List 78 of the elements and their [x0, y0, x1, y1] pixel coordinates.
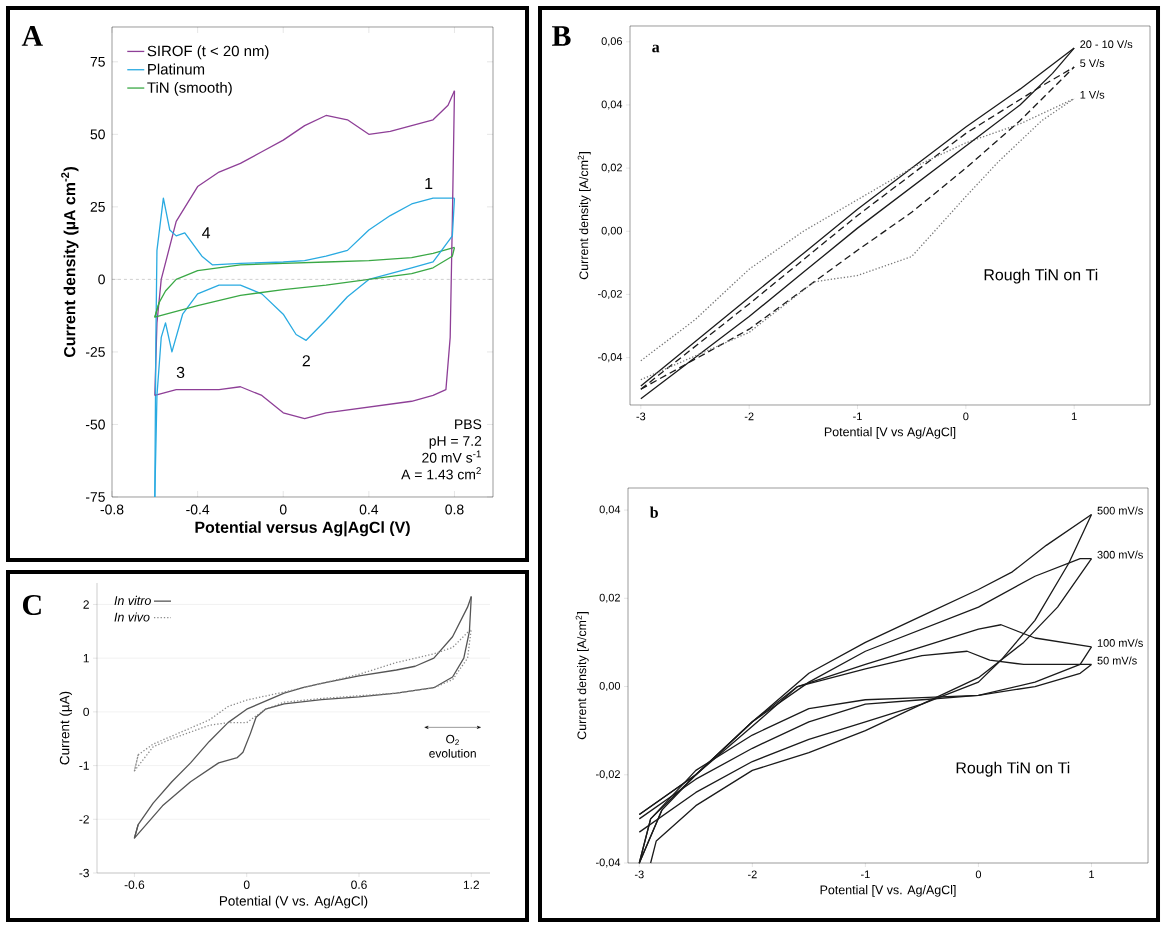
series-label: 50 mV/s	[1097, 656, 1137, 665]
y-axis-title: Current density (µA cm$^{-2}$)	[61, 167, 79, 358]
legend-label: SIROF (t < 20 nm)	[147, 45, 269, 60]
y-axis-title: Current (µA)	[59, 691, 73, 765]
y-tick-label: 0,06	[601, 37, 622, 47]
x-tick-label: -3	[636, 412, 646, 421]
x-tick-label: -0.4	[186, 504, 210, 515]
y-tick-label: 0	[98, 274, 105, 285]
y-tick-label: -1	[79, 761, 89, 770]
annotation: O$_{2}$ evolution	[429, 734, 476, 758]
series-label: 1 V/s	[1080, 90, 1105, 99]
x-tick-label: -1	[853, 412, 862, 421]
y-tick-label: -0,04	[597, 353, 623, 363]
text: b	[649, 506, 658, 518]
y-tick-label: 0,00	[599, 682, 621, 692]
annotation: Rough TiN on Ti	[984, 268, 1098, 284]
x-tick-label: 1.2	[463, 880, 479, 889]
y-axis-title: Current density [A/cm$^{2}$]	[575, 612, 589, 740]
annotation: 3	[176, 366, 185, 379]
x-tick-label: 0.6	[351, 880, 367, 889]
annotation: Rough TiN on Ti	[956, 761, 1070, 777]
y-tick-label: 0,04	[601, 100, 623, 110]
y-tick-label: 1	[83, 654, 89, 663]
x-tick-label: -1	[861, 870, 870, 879]
x-tick-label: 1	[1089, 870, 1095, 879]
y-tick-label: 2	[83, 600, 89, 609]
annotation: PBS	[455, 419, 482, 430]
chart-title: A	[21, 26, 43, 46]
series-label: 300 mV/s	[1097, 550, 1143, 559]
x-tick-label: -0.8	[100, 504, 124, 515]
x-tick-label: 0	[963, 412, 969, 421]
x-tick-label: 0	[975, 870, 982, 879]
y-tick-label: -0,04	[595, 858, 621, 868]
annotation: 1	[425, 178, 433, 189]
y-tick-label: -0,02	[595, 770, 620, 780]
x-tick-label: -3	[634, 870, 644, 879]
legend-label: In vivo	[114, 612, 150, 622]
x-axis-title: Potential versus Ag|AgCl (V)	[195, 521, 410, 537]
x-axis-title: Potential (V vs. Ag/AgCl)	[219, 895, 368, 909]
x-tick-label: 0	[243, 880, 250, 889]
y-tick-label: 0,04	[599, 505, 621, 515]
y-tick-label: -2	[79, 815, 89, 824]
annotation: A = 1.43 cm$^{2}$	[401, 467, 481, 480]
chart-title: B	[552, 26, 571, 46]
x-tick-label: 0.4	[359, 504, 379, 515]
y-tick-label: 25	[90, 201, 105, 212]
y-tick-label: -50	[85, 419, 105, 430]
x-tick-label: 0	[279, 504, 287, 515]
x-axis-title: Potential [V vs Ag/AgCl]	[824, 427, 956, 439]
x-axis-title: Potential [V vs. Ag/AgCl]	[820, 885, 956, 897]
x-tick-label: -2	[744, 412, 754, 421]
y-tick-label: 0	[83, 707, 90, 717]
y-tick-label: -25	[85, 346, 105, 357]
x-tick-label: 0.8	[445, 504, 464, 515]
chart-title: C	[22, 594, 41, 616]
y-tick-label: 0,02	[601, 163, 622, 173]
annotation: 2	[302, 355, 310, 367]
y-tick-label: 0,00	[601, 226, 623, 236]
legend-label: TiN (smooth)	[147, 81, 232, 96]
y-tick-label: 50	[90, 129, 105, 140]
legend-label: In vitro	[114, 595, 151, 606]
series-label: 20 - 10 V/s	[1080, 40, 1133, 49]
y-tick-label: -0,02	[597, 289, 622, 299]
series-label: 5 V/s	[1080, 59, 1105, 68]
y-tick-label: 75	[90, 56, 105, 67]
y-tick-label: -75	[85, 492, 105, 502]
annotation: 20 mV s$^{-1}$	[422, 450, 481, 463]
annotation: pH = 7.2	[429, 436, 482, 449]
x-tick-label: -0.6	[124, 880, 145, 889]
text: a	[652, 44, 660, 53]
x-tick-label: 1	[1071, 412, 1077, 421]
annotation: 4	[202, 227, 211, 239]
y-axis-title: Current density [A/cm$^{2}$]	[577, 152, 591, 280]
legend-label: Platinum	[148, 63, 205, 75]
series-label: 100 mV/s	[1097, 638, 1143, 647]
series-label: 500 mV/s	[1097, 506, 1143, 515]
y-tick-label: 0,02	[599, 593, 620, 603]
x-tick-label: -2	[747, 870, 757, 879]
